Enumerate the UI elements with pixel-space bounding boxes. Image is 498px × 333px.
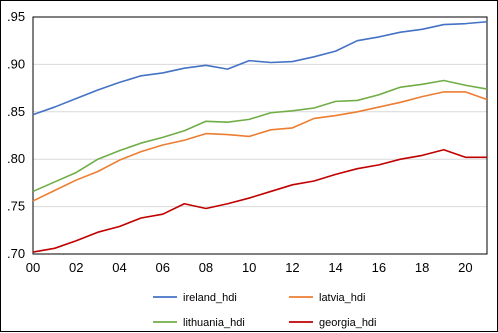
- x-tick-label: 16: [372, 260, 386, 275]
- x-tick-label: 06: [155, 260, 169, 275]
- x-tick-label: 12: [285, 260, 299, 275]
- x-tick-label: 00: [26, 260, 40, 275]
- y-tick-label: .80: [7, 151, 25, 166]
- legend-label: ireland_hdi: [183, 292, 237, 304]
- legend-item-latvia-hdi: latvia_hdi: [289, 292, 365, 304]
- series-line-latvia-hdi: [32, 91, 488, 202]
- x-tick-label: 14: [328, 260, 342, 275]
- y-tick-label: .90: [7, 56, 25, 71]
- y-tick-label: .70: [7, 246, 25, 261]
- x-tick-label: 10: [242, 260, 256, 275]
- x-tick-label: 18: [415, 260, 429, 275]
- grid-lines: [32, 16, 488, 255]
- legend-label: georgia_hdi: [319, 317, 377, 329]
- x-tick-label: 08: [199, 260, 213, 275]
- x-tick-label: 04: [112, 260, 126, 275]
- series-line-lithuania-hdi: [32, 79, 488, 193]
- x-tick-label: 20: [458, 260, 472, 275]
- legend-label: lithuania_hdi: [183, 317, 245, 329]
- y-tick-label: .95: [7, 9, 25, 24]
- legend-item-ireland-hdi: ireland_hdi: [153, 292, 237, 304]
- y-tick-label: .85: [7, 104, 25, 119]
- legend-label: latvia_hdi: [319, 292, 365, 304]
- plot-area-border: [32, 16, 488, 255]
- y-axis: .95 .90 .85 .80 .75 .70: [7, 9, 25, 261]
- y-tick-label: .75: [7, 199, 25, 214]
- x-tick-label: 02: [69, 260, 83, 275]
- legend-item-lithuania-hdi: lithuania_hdi: [153, 317, 245, 329]
- series-line-georgia-hdi: [32, 148, 487, 253]
- series-line-ireland-hdi: [32, 20, 488, 116]
- legend-item-georgia-hdi: georgia_hdi: [289, 317, 377, 329]
- x-axis: 00 02 04 06 08 10 12 14 16 18 20: [26, 260, 473, 275]
- legend: ireland_hdi latvia_hdi lithuania_hdi georgi…: [153, 292, 377, 329]
- series-lines: [32, 20, 488, 253]
